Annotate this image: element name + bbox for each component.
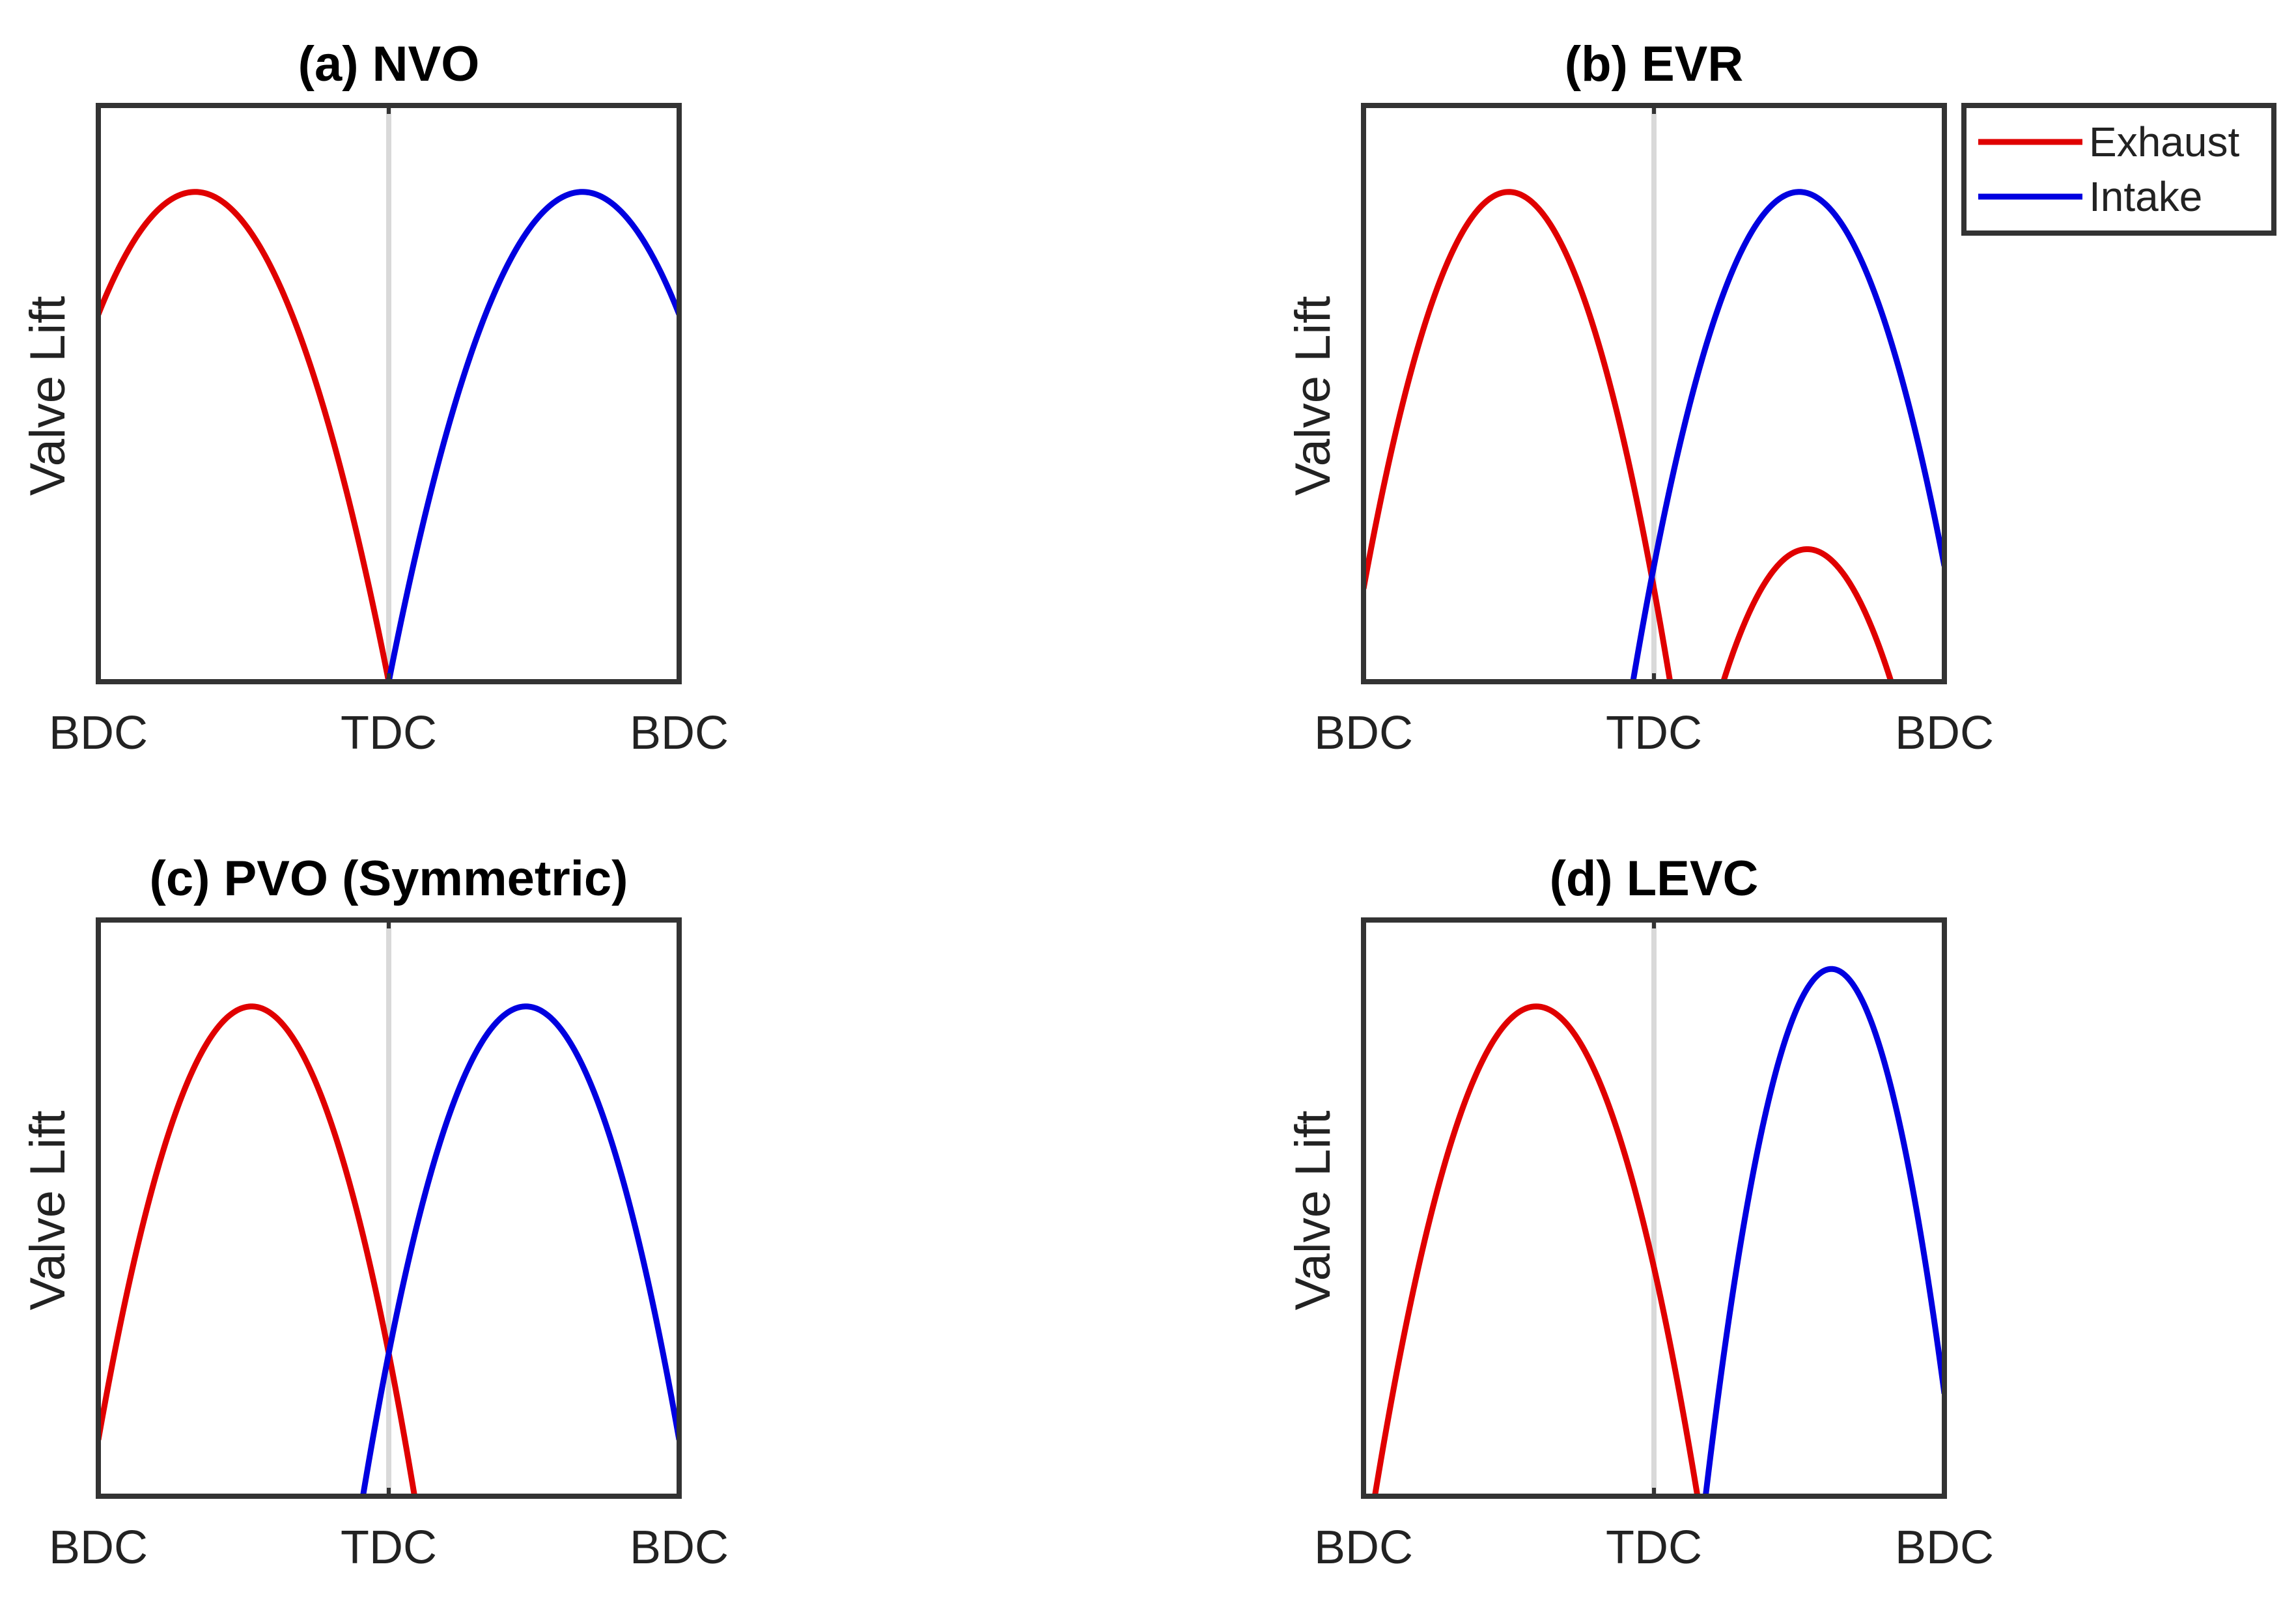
series-layer (1371, 966, 1944, 1496)
x-tick-label-left: BDC (49, 1522, 148, 1574)
series-line-exhaust (1364, 189, 1673, 682)
series-line-exhaust-re-open (1720, 546, 1894, 682)
y-axis-label: Valve Lift (1285, 296, 1341, 496)
y-axis-label: Valve Lift (20, 296, 76, 496)
x-tick-label-right: BDC (630, 707, 729, 759)
series-line-intake (385, 189, 679, 682)
panel-title: (a) NVO (298, 36, 480, 92)
x-tick-label-left: BDC (1314, 707, 1413, 759)
panel-c: (c) PVO (Symmetric) Valve Lift BDC TDC B… (20, 851, 729, 1574)
series-line-exhaust (1371, 1003, 1701, 1496)
series-line-exhaust (98, 1003, 418, 1496)
legend-label-intake: Intake (2089, 173, 2202, 220)
series-layer (98, 189, 679, 682)
x-tick-label-center: TDC (1606, 707, 1702, 759)
x-tick-label-left: BDC (1314, 1522, 1413, 1574)
series-line-exhaust (98, 189, 392, 682)
x-tick-label-center: TDC (341, 1522, 437, 1574)
panel-title: (b) EVR (1565, 36, 1743, 92)
legend: Exhaust Intake (1961, 103, 2276, 236)
panel-b: (b) EVR Valve Lift BDC TDC BDC (1285, 36, 1994, 759)
series-line-intake (1702, 966, 1944, 1496)
x-tick-label-right: BDC (1895, 1522, 1994, 1574)
legend-label-exhaust: Exhaust (2089, 118, 2239, 165)
series-line-intake (359, 1003, 679, 1496)
series-layer (98, 1003, 679, 1496)
y-axis-label: Valve Lift (1285, 1111, 1341, 1311)
panel-a: (a) NVO Valve Lift BDC TDC BDC (20, 36, 729, 759)
y-axis-label: Valve Lift (20, 1111, 76, 1311)
series-line-intake (1630, 189, 1944, 682)
panel-title: (c) PVO (Symmetric) (150, 851, 628, 906)
series-layer (1364, 189, 1944, 682)
panel-title: (d) LEVC (1550, 851, 1759, 906)
x-tick-label-right: BDC (630, 1522, 729, 1574)
legend-box (1961, 103, 2276, 236)
x-tick-label-right: BDC (1895, 707, 1994, 759)
x-tick-label-center: TDC (1606, 1522, 1702, 1574)
x-tick-label-left: BDC (49, 707, 148, 759)
x-tick-label-center: TDC (341, 707, 437, 759)
panel-d: (d) LEVC Valve Lift BDC TDC BDC (1285, 851, 1994, 1574)
